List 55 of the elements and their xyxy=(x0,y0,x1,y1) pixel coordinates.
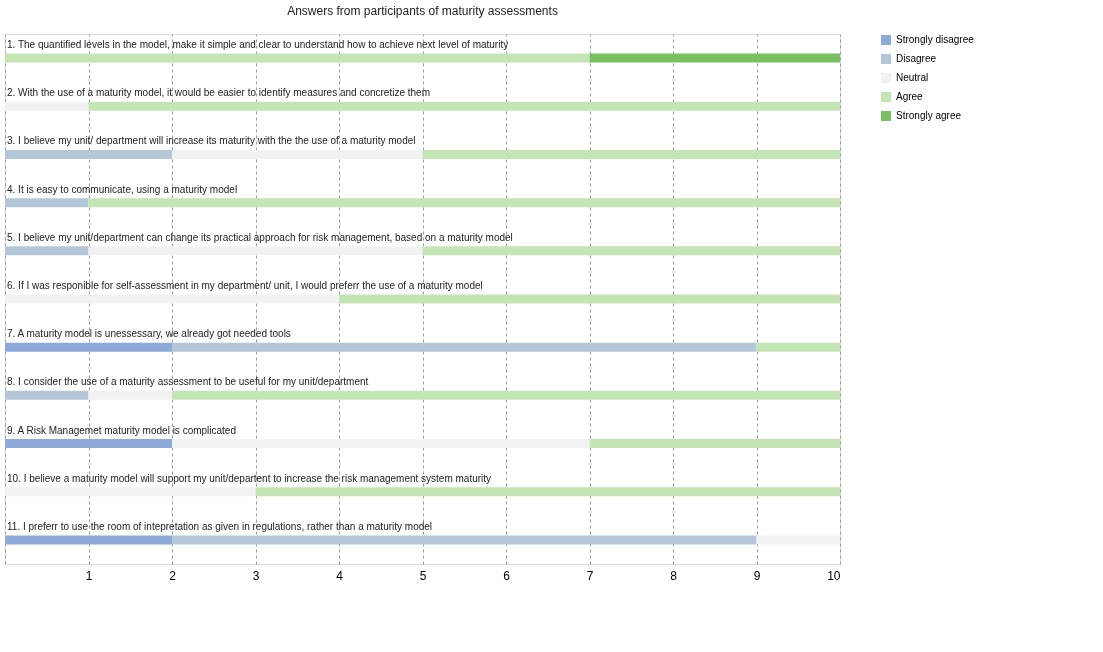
bar xyxy=(5,535,172,545)
x-tick-label: 6 xyxy=(503,568,511,583)
x-tick-label: 9 xyxy=(753,568,761,583)
y-tick-label: 9. A Risk Managemet maturity model is complicated xyxy=(7,424,236,436)
legend-label: Disagree xyxy=(896,53,937,64)
x-tick-label: 2 xyxy=(169,568,177,583)
y-tick-label: 2. With the use of a maturity model, it would be easier to identify measures and concretize them xyxy=(7,87,430,99)
bar xyxy=(589,53,840,63)
y-tick-label: 7. A maturity model is unessessary, we already got needed tools xyxy=(7,328,291,340)
bar xyxy=(172,439,590,449)
x-tick-label: 7 xyxy=(586,568,594,583)
bar xyxy=(756,342,840,352)
x-tick-label: 1 xyxy=(85,568,93,583)
y-tick-label: 4. It is easy to communicate, using a maturity model xyxy=(7,183,238,195)
bar xyxy=(5,149,172,159)
bar xyxy=(5,439,172,449)
bar xyxy=(5,487,256,497)
bar xyxy=(5,198,89,208)
y-tick-label: 3. I believe my unit/ department will increase its maturity with the the use of a maturity model xyxy=(7,135,416,147)
x-tick-label: 4 xyxy=(336,568,344,583)
x-tick-label: 3 xyxy=(252,568,260,583)
y-tick-label: 10. I believe a maturity model will support my unit/departent to increase the risk management system maturity xyxy=(7,472,492,484)
bar xyxy=(255,487,840,497)
bar xyxy=(756,535,840,545)
bar xyxy=(88,246,423,256)
bar xyxy=(339,294,840,304)
bar xyxy=(422,149,840,159)
bar xyxy=(5,342,172,352)
bar xyxy=(5,294,339,304)
bar xyxy=(5,101,89,111)
legend-label: Strongly disagree xyxy=(896,34,975,45)
bar xyxy=(172,390,840,400)
bar xyxy=(88,101,840,111)
bar xyxy=(589,439,840,449)
bar xyxy=(5,53,590,63)
x-tick-label: 10 xyxy=(827,568,841,583)
y-tick-label: 6. If I was responible for self-assessment in my department/ unit, I would preferr the use of a maturity model xyxy=(7,280,483,291)
bar xyxy=(5,390,89,400)
bar xyxy=(172,149,423,159)
chart-title: Answers from participants of maturity assessments xyxy=(287,4,558,18)
bar xyxy=(422,246,840,256)
bar xyxy=(88,198,840,208)
x-tick-label: 8 xyxy=(670,568,678,583)
legend-label: Neutral xyxy=(896,72,929,83)
y-tick-label: 11. I preferr to use the room of intepretation as given in regulations, rather than a maturity model xyxy=(7,520,433,532)
bar xyxy=(5,246,89,256)
y-tick-label: 8. I consider the use of a maturity assessment to be useful for my unit/department xyxy=(7,376,369,388)
x-tick-label: 5 xyxy=(419,568,427,583)
bar xyxy=(88,390,172,400)
y-tick-label: 1. The quantified levels in the model, make it simple and clear to understand how to achieve next level of maturity xyxy=(7,39,509,51)
bar xyxy=(172,342,757,352)
legend-label: Strongly agree xyxy=(896,110,962,121)
bar xyxy=(172,535,757,545)
legend-label: Agree xyxy=(896,91,924,102)
y-tick-label: 5. I believe my unit/department can change its practical approach for risk management, based on a maturity model xyxy=(7,231,513,243)
